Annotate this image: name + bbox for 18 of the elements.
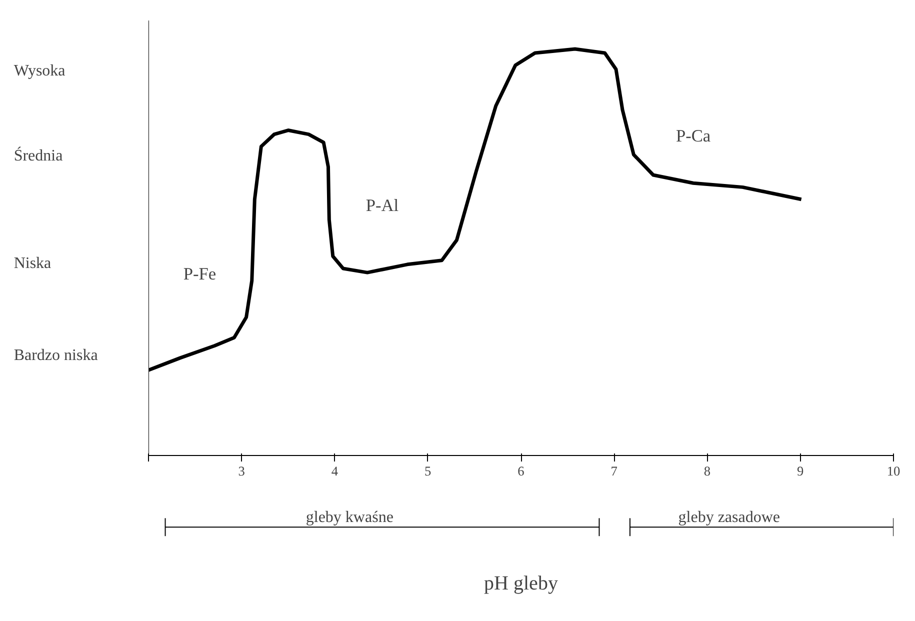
- x-tick-label: 8: [704, 464, 711, 478]
- text: Niska: [14, 255, 52, 272]
- x-tick-label: 5: [424, 464, 432, 478]
- annotation: P-Ca: [676, 126, 711, 146]
- annotation: P-Al: [366, 196, 399, 215]
- text: Wysoka: [14, 62, 66, 80]
- text: gleby zasadowe: [678, 508, 780, 526]
- x-tick-label: 9: [797, 464, 804, 478]
- text: gleby kwaśne: [306, 508, 394, 526]
- x-tick-label: 7: [610, 464, 618, 478]
- x-tick-label: 6: [518, 464, 525, 478]
- text: pH gleby: [484, 572, 558, 594]
- x-tick-label: 3: [238, 464, 246, 478]
- x-tick-label: 10: [886, 464, 900, 478]
- x-tick-label: 4: [331, 464, 338, 478]
- text: Bardzo niska: [14, 346, 98, 364]
- text: Średnia: [14, 146, 63, 164]
- annotation: P-Fe: [183, 264, 216, 284]
